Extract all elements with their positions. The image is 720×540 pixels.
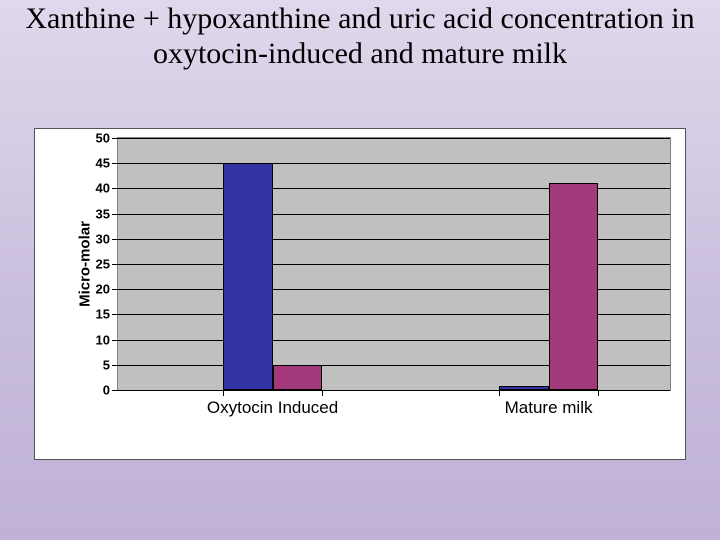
bar bbox=[549, 183, 599, 390]
y-tick-label: 15 bbox=[80, 307, 110, 322]
x-tick bbox=[598, 390, 599, 396]
y-tick-label: 25 bbox=[80, 257, 110, 272]
plot-area: Micro-molar 05101520253035404550Oxytocin… bbox=[117, 137, 671, 391]
y-tick bbox=[112, 365, 118, 366]
y-tick-label: 10 bbox=[80, 332, 110, 347]
y-tick bbox=[112, 188, 118, 189]
y-tick bbox=[112, 239, 118, 240]
bar bbox=[223, 163, 273, 390]
x-category-label: Oxytocin Induced bbox=[207, 398, 338, 418]
gridline bbox=[118, 163, 670, 164]
y-tick bbox=[112, 264, 118, 265]
y-tick-label: 20 bbox=[80, 282, 110, 297]
y-tick bbox=[112, 163, 118, 164]
x-category-label: Mature milk bbox=[505, 398, 593, 418]
gridline bbox=[118, 138, 670, 139]
y-tick bbox=[112, 340, 118, 341]
y-tick bbox=[112, 390, 118, 391]
x-tick bbox=[322, 390, 323, 396]
y-tick bbox=[112, 314, 118, 315]
page-title: Xanthine + hypoxanthine and uric acid co… bbox=[0, 0, 720, 71]
y-tick-label: 40 bbox=[80, 181, 110, 196]
gridline bbox=[118, 390, 670, 391]
x-tick bbox=[499, 390, 500, 396]
y-tick-label: 30 bbox=[80, 231, 110, 246]
y-tick bbox=[112, 138, 118, 139]
bar bbox=[499, 386, 549, 390]
y-tick-label: 50 bbox=[80, 131, 110, 146]
y-tick-label: 5 bbox=[80, 357, 110, 372]
bar bbox=[273, 365, 323, 390]
y-tick bbox=[112, 214, 118, 215]
y-tick bbox=[112, 289, 118, 290]
y-tick-label: 45 bbox=[80, 156, 110, 171]
y-tick-label: 35 bbox=[80, 206, 110, 221]
x-tick bbox=[223, 390, 224, 396]
slide: Xanthine + hypoxanthine and uric acid co… bbox=[0, 0, 720, 540]
chart: Micro-molar 05101520253035404550Oxytocin… bbox=[34, 128, 686, 516]
chart-frame: Micro-molar 05101520253035404550Oxytocin… bbox=[34, 128, 686, 460]
y-tick-label: 0 bbox=[80, 383, 110, 398]
